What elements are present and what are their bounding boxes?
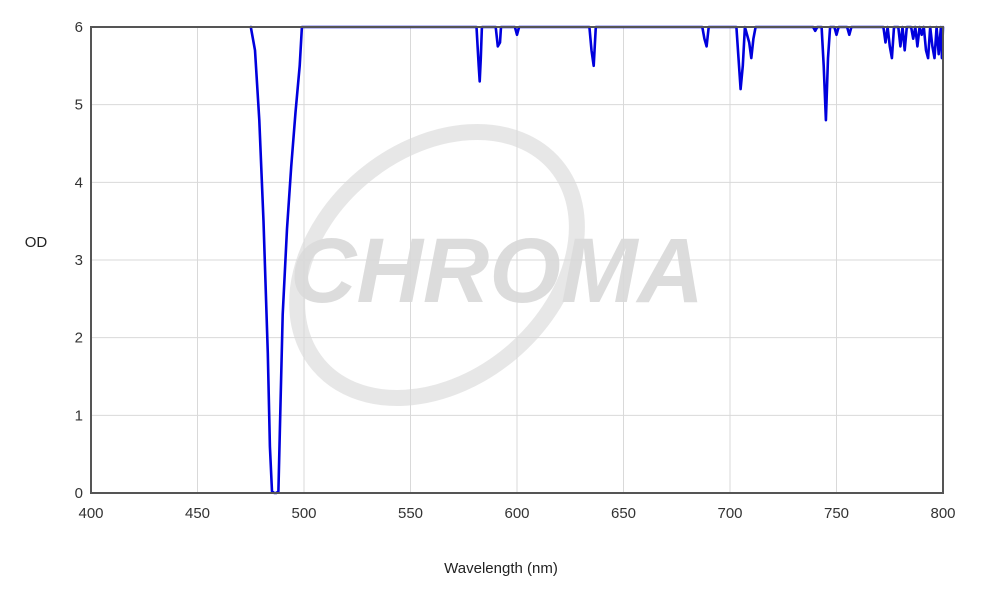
y-tick-label: 6 (75, 19, 83, 36)
y-tick-label: 5 (75, 97, 83, 114)
y-tick-label: 4 (75, 174, 83, 191)
y-tick-label: 0 (75, 485, 83, 502)
x-tick-label: 650 (611, 505, 636, 522)
x-tick-label: 450 (185, 505, 210, 522)
plot-frame (90, 26, 944, 494)
watermark-swoosh (289, 124, 585, 406)
y-tick-label: 3 (75, 252, 83, 269)
x-axis-ticks: 400 450 500 550 600 650 700 750 800 (78, 505, 955, 522)
x-tick-label: 400 (78, 505, 103, 522)
x-tick-label: 750 (824, 505, 849, 522)
chroma-watermark: CHROMA (289, 124, 704, 406)
watermark-text: CHROMA (290, 220, 704, 322)
od-series-line (249, 25, 945, 495)
x-tick-label: 500 (291, 505, 316, 522)
x-tick-label: 700 (717, 505, 742, 522)
y-axis-ticks: 0 1 2 3 4 5 6 (75, 19, 83, 502)
x-tick-label: 550 (398, 505, 423, 522)
y-axis-title: OD (25, 234, 48, 251)
x-tick-label: 800 (930, 505, 955, 522)
y-tick-label: 1 (75, 407, 83, 424)
y-tick-label: 2 (75, 330, 83, 347)
series-layer (249, 25, 945, 495)
x-tick-label: 600 (504, 505, 529, 522)
x-axis-title: Wavelength (nm) (444, 560, 558, 577)
